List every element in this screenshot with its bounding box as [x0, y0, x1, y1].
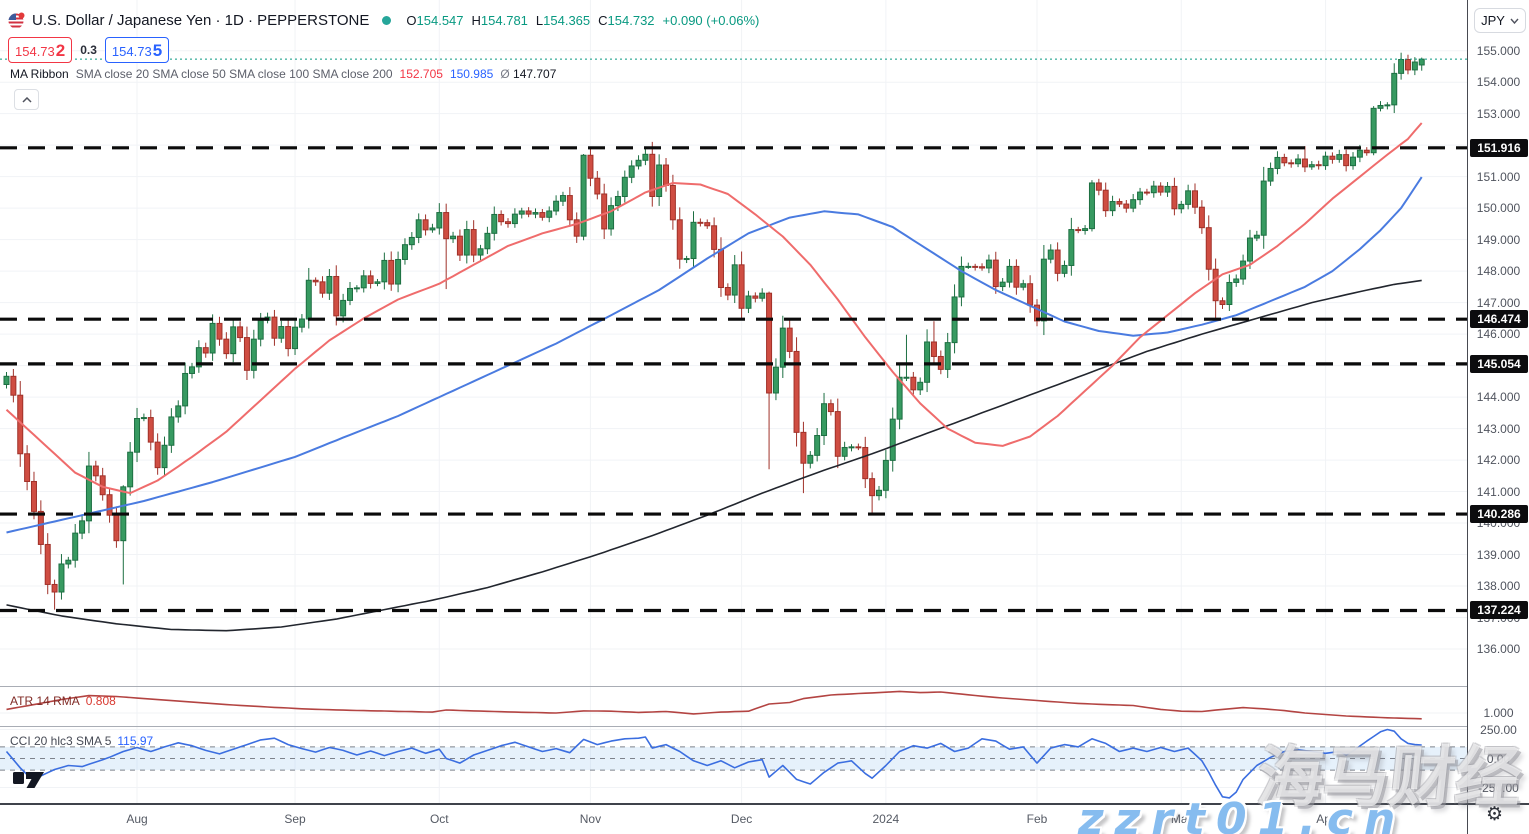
atr-value: 0.808: [85, 694, 116, 708]
price-tick-label: 146.000: [1476, 327, 1521, 342]
spread-value: 0.3: [80, 42, 97, 57]
time-tick-label: Nov: [579, 812, 602, 826]
ma-ribbon-legend[interactable]: MA Ribbon SMA close 20 SMA close 50 SMA …: [10, 67, 557, 81]
time-tick-label: Oct: [429, 812, 449, 826]
price-tick-label: 143.000: [1476, 421, 1521, 436]
sell-button[interactable]: 154.73 2: [8, 36, 73, 63]
pane-separator-cci[interactable]: [0, 726, 1467, 727]
axis-corner-cell: [1467, 805, 1529, 834]
cci-tick-label: 250.00: [1480, 722, 1517, 737]
price-tick-label: 155.000: [1476, 43, 1521, 58]
sma-fast-value: 152.705: [399, 67, 443, 81]
cci-value: 115.97: [117, 734, 154, 748]
cci-tick-label: 0.00: [1486, 751, 1511, 766]
time-axis[interactable]: Aug Sep Oct Nov Dec 2024 Feb Mar Apr: [0, 803, 1529, 834]
tradingview-logo[interactable]: [13, 769, 47, 794]
price-level-badge: 145.054: [1470, 354, 1528, 373]
time-tick-label: 2024: [872, 812, 900, 826]
change-value: +0.090 (+0.06%): [662, 12, 760, 28]
price-axis[interactable]: JPY 155.000 154.000 153.000 151.000 150.000 1…: [1467, 0, 1529, 803]
atr-line: [6, 690, 1422, 720]
time-tick-label: Feb: [1026, 812, 1048, 826]
chevron-down-icon: [1510, 18, 1519, 24]
cci-line: [5, 728, 1422, 799]
price-tick-label: 142.000: [1476, 453, 1521, 468]
sma-mid-value: 150.985: [449, 67, 494, 81]
symbol-title[interactable]: U.S. Dollar / Japanese Yen · 1D · PEPPER…: [32, 11, 370, 29]
cci-legend[interactable]: CCI 20 hlc3 SMA 5 115.97: [10, 734, 154, 748]
sma-200-line: [6, 279, 1422, 632]
price-level-badge: 151.916: [1470, 138, 1528, 157]
price-tick-label: 139.000: [1476, 547, 1521, 562]
time-tick-label: Mar: [1170, 812, 1192, 826]
price-tick-label: 151.000: [1476, 169, 1521, 184]
collapse-legend-button[interactable]: [14, 89, 39, 110]
trade-widget: 154.73 2 0.3 154.73 5: [8, 36, 170, 63]
price-tick-label: 149.000: [1476, 232, 1521, 247]
currency-dropdown[interactable]: JPY: [1474, 8, 1526, 33]
chart-svg: [0, 0, 1467, 803]
sma-100-line: [6, 176, 1423, 534]
gear-icon[interactable]: ⚙: [1486, 803, 1504, 825]
cci-tick-label: -250.00: [1478, 780, 1519, 795]
sma-slow-value: 147.707: [513, 67, 557, 81]
atr-legend[interactable]: ATR 14 RMA 0.808: [10, 694, 116, 708]
pane-separator-atr[interactable]: [0, 686, 1467, 687]
time-tick-label: Sep: [284, 812, 306, 826]
price-tick-label: 138.000: [1476, 579, 1521, 594]
market-status-dot[interactable]: [382, 15, 392, 25]
buy-button[interactable]: 154.73 5: [104, 36, 170, 63]
price-level-badge: 140.286: [1470, 505, 1528, 524]
time-tick-label: Apr: [1316, 812, 1335, 826]
price-tick-label: 153.000: [1476, 106, 1521, 121]
price-tick-label: 136.000: [1476, 642, 1521, 656]
price-tick-label: 154.000: [1476, 75, 1521, 90]
price-tick-label: 144.000: [1476, 390, 1521, 405]
candles-layer: [3, 52, 1425, 610]
price-tick-label: 150.000: [1476, 201, 1521, 216]
time-tick-label: Dec: [730, 812, 753, 826]
price-tick-label: 148.000: [1476, 264, 1521, 279]
price-tick-label: 147.000: [1476, 295, 1521, 310]
symbol-header: U.S. Dollar / Japanese Yen · 1D · PEPPER…: [8, 10, 759, 30]
us-flag-icon: [8, 12, 25, 29]
price-level-badge: 146.474: [1470, 310, 1528, 329]
time-tick-label: Aug: [126, 812, 148, 826]
price-tick-label: 141.000: [1476, 484, 1521, 499]
chart-canvas[interactable]: [0, 0, 1467, 803]
chevron-up-icon: [21, 96, 32, 103]
sma-20-line: [5, 122, 1423, 495]
atr-tick-label: 1.000: [1483, 706, 1514, 720]
price-level-badge: 137.224: [1470, 601, 1528, 620]
ohlc-values: O154.547 H154.781 L154.365 C154.732 +0.0…: [406, 12, 760, 28]
